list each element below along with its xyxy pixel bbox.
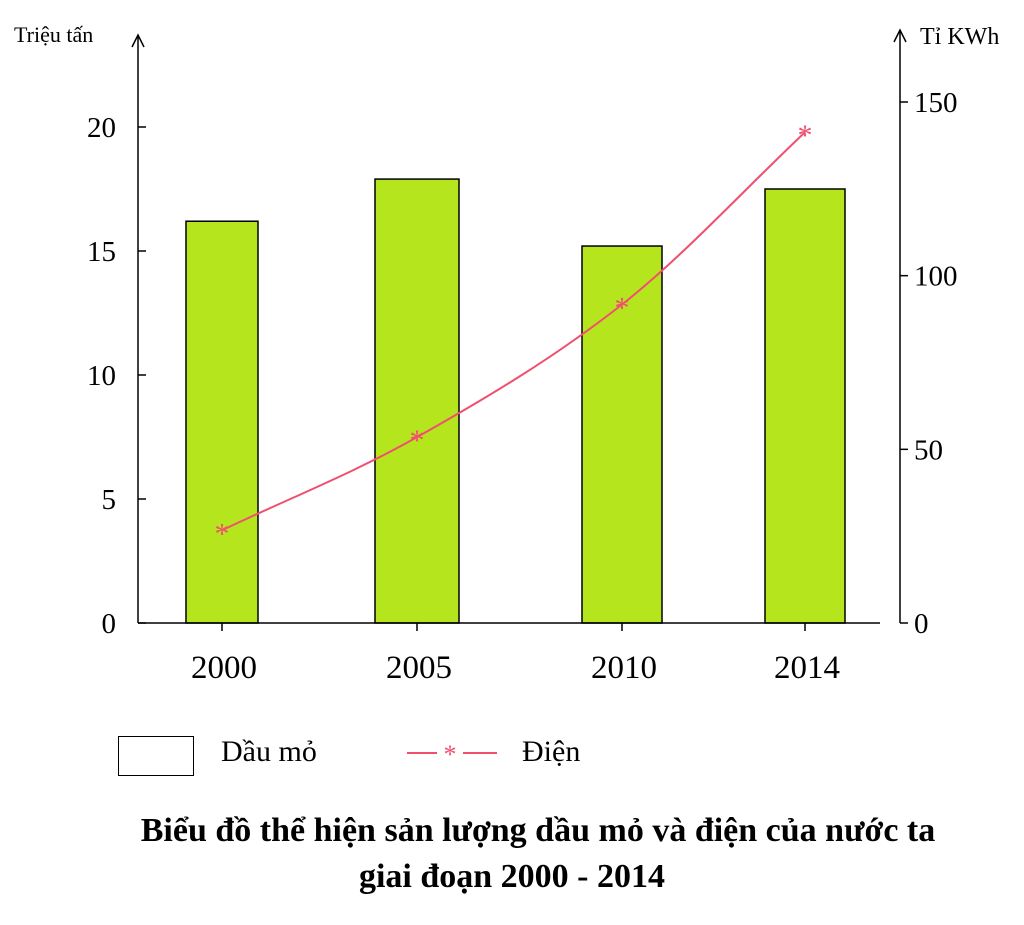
legend-label-dien: Điện — [522, 735, 581, 768]
point-dien-2010: * — [615, 291, 630, 324]
legend-label-dau-mo: Dầu mỏ — [221, 735, 317, 768]
x-tick-label: 2010 — [591, 650, 657, 686]
point-dien-2005: * — [410, 424, 425, 457]
legend-swatch-dau-mo — [118, 736, 194, 776]
left-tick-label: 0 — [102, 608, 117, 640]
combo-chart: * * * * 0 5 10 15 20 0 50 100 150 2000 2005 2010 2014 Tr… — [14, 22, 999, 686]
left-tick-label: 5 — [102, 484, 117, 516]
chart-title: Biểu đồ thể hiện sản lượng dầu mỏ và điệ… — [0, 808, 1024, 900]
point-dien-2014: * — [798, 119, 813, 152]
left-tick-label: 20 — [87, 112, 116, 144]
bar-2014 — [764, 188, 846, 624]
legend: Dầu mỏ * Điện — [118, 733, 638, 783]
chart-title-line-1: Biểu đồ thể hiện sản lượng dầu mỏ và điệ… — [140, 812, 936, 849]
bar-2000 — [185, 220, 259, 624]
left-axis-label: Triệu tấn — [14, 22, 93, 47]
bar-series-dau-mo — [185, 178, 846, 624]
left-tick-label: 15 — [87, 236, 116, 268]
svg-text:*: * — [444, 740, 457, 769]
line-dien — [221, 131, 806, 532]
bar-2005 — [374, 178, 460, 624]
axis-labels: 0 5 10 15 20 0 50 100 150 2000 2005 2010 2014 Triệu t… — [14, 22, 999, 686]
point-dien-2000: * — [215, 517, 230, 550]
bar-2010 — [581, 245, 663, 624]
right-axis-arrow-icon — [893, 28, 907, 43]
line-series-dien: * * * * — [215, 119, 813, 550]
right-tick-label: 100 — [914, 261, 958, 293]
axes — [131, 28, 908, 631]
left-tick-label: 10 — [87, 360, 116, 392]
right-tick-label: 50 — [914, 434, 943, 466]
right-axis-label: Tỉ KWh — [920, 24, 999, 50]
chart-title-line-2: giai đoạn 2000 - 2014 — [358, 858, 666, 895]
x-tick-label: 2014 — [774, 650, 840, 686]
legend-swatch-dien: * — [407, 740, 497, 769]
x-tick-label: 2005 — [386, 650, 452, 686]
right-tick-label: 0 — [914, 608, 929, 640]
right-tick-label: 150 — [914, 87, 958, 119]
left-axis-arrow-icon — [131, 33, 145, 48]
x-tick-label: 2000 — [191, 650, 257, 686]
